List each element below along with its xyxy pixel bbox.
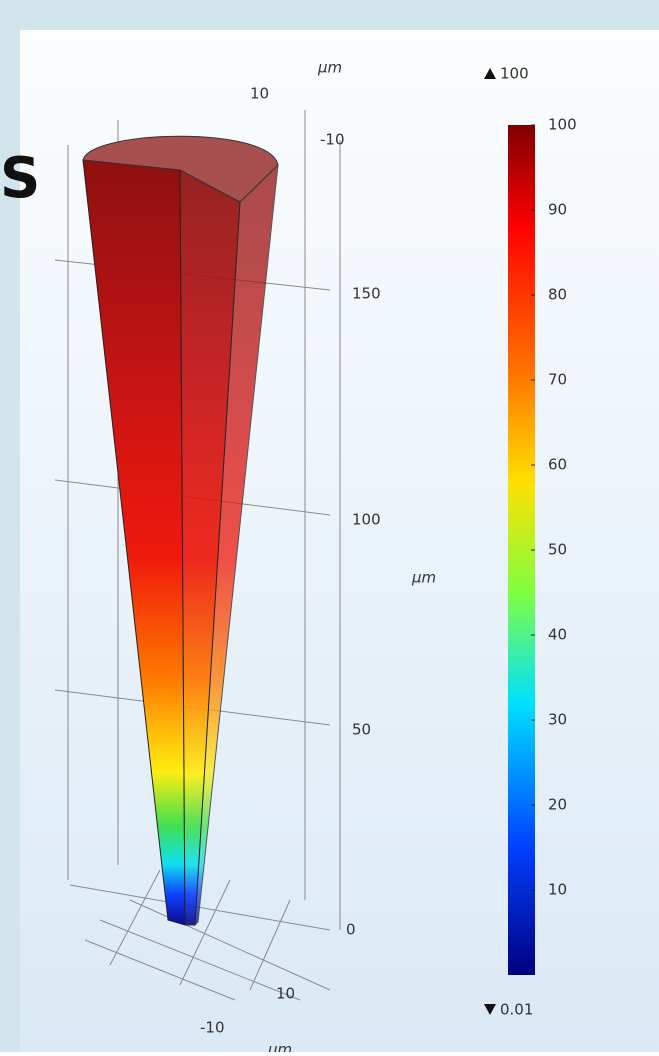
axis-label: 50	[352, 721, 371, 739]
colorbar-tick-label: 40	[548, 626, 567, 644]
colorbar-max: 100	[500, 65, 529, 83]
axis-unit: µm	[317, 59, 342, 77]
axis-label: 150	[352, 285, 381, 303]
axis-label: -10	[320, 131, 345, 149]
axis-label: 0	[346, 921, 356, 939]
axis-label: -10	[200, 1019, 225, 1037]
max-marker	[484, 68, 496, 79]
colorbar-tick-label: 100	[548, 116, 577, 134]
colorbar	[508, 125, 535, 975]
heading-letter: S	[0, 146, 40, 211]
min-marker	[484, 1004, 496, 1015]
axis-unit: µm	[411, 569, 436, 587]
colorbar-tick-label: 70	[548, 371, 567, 389]
colorbar-tick-label: 90	[548, 201, 567, 219]
cone	[82, 135, 279, 927]
colorbar-tick-label: 10	[548, 881, 567, 899]
colorbar-tick-label: 20	[548, 796, 567, 814]
colorbar-min: 0.01	[500, 1001, 533, 1019]
axis-label: 100	[352, 511, 381, 529]
axis-unit: µm	[267, 1041, 292, 1053]
axis-label: 10	[276, 985, 295, 1003]
colorbar-tick-label: 30	[548, 711, 567, 729]
axis-label: 10	[250, 85, 269, 103]
colorbar-tick-label: 80	[548, 286, 567, 304]
colorbar-tick-label: 50	[548, 541, 567, 559]
colorbar-tick-label: 60	[548, 456, 567, 474]
